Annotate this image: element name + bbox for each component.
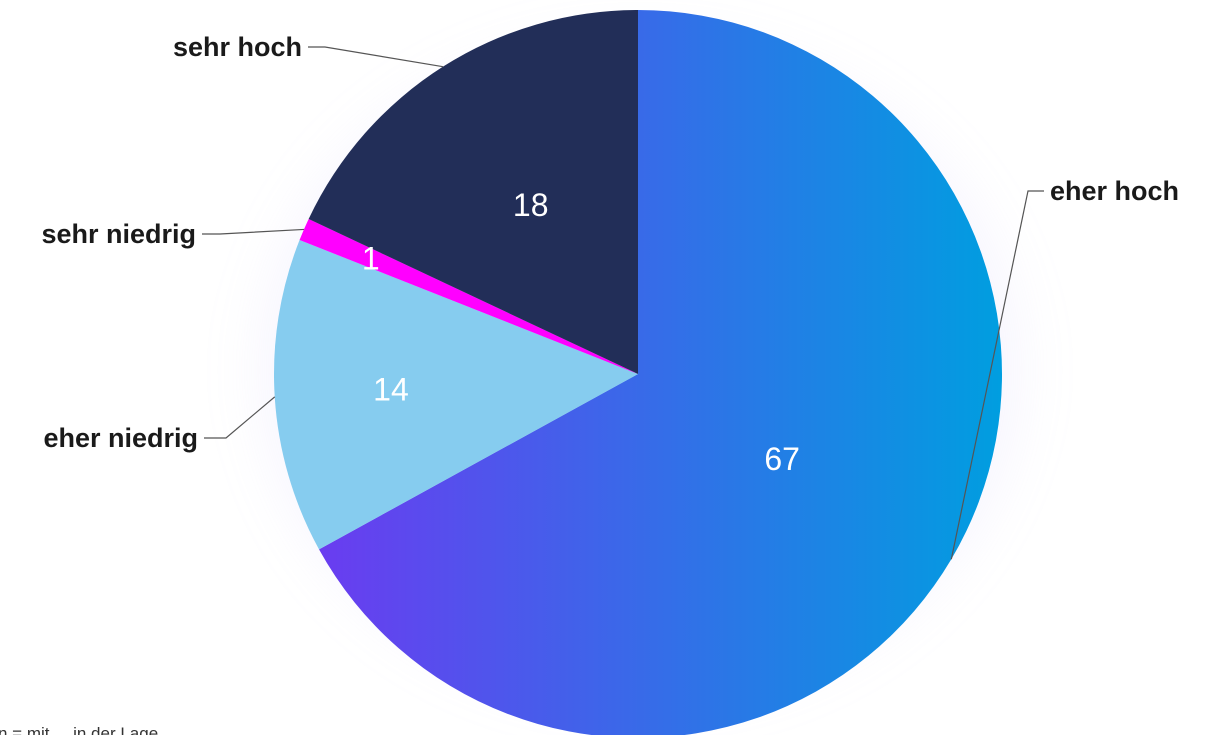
- category-labels: eher hoch eher niedrig sehr niedrig sehr ho…: [41, 32, 1179, 453]
- value-label-sehr-niedrig: 1: [362, 240, 380, 276]
- category-label-eher-niedrig: eher niedrig: [43, 423, 198, 453]
- category-label-sehr-niedrig: sehr niedrig: [41, 219, 196, 249]
- value-label-sehr-hoch: 18: [513, 187, 549, 223]
- pie-slice-sehr-hoch: [308, 10, 638, 374]
- pie-slice-eher-niedrig: [274, 240, 638, 550]
- category-label-eher-hoch: eher hoch: [1050, 176, 1179, 206]
- pie-slice-eher-hoch: [319, 10, 1002, 735]
- pie-slice-sehr-niedrig: [299, 219, 638, 374]
- category-label-sehr-hoch: sehr hoch: [173, 32, 302, 62]
- value-label-eher-hoch: 67: [764, 441, 800, 477]
- footnote: n = mit ... in der Lage: [0, 724, 159, 735]
- leader-line-sehr-niedrig: [202, 228, 304, 235]
- leader-line-eher-niedrig: [204, 396, 276, 439]
- pie-slices: [274, 10, 1002, 735]
- value-label-eher-niedrig: 14: [373, 372, 409, 408]
- value-labels: 67 14 1 18: [362, 187, 800, 477]
- leader-line-sehr-hoch: [308, 46, 444, 68]
- leader-line-eher-hoch: [950, 190, 1044, 560]
- leader-lines: [202, 46, 1044, 560]
